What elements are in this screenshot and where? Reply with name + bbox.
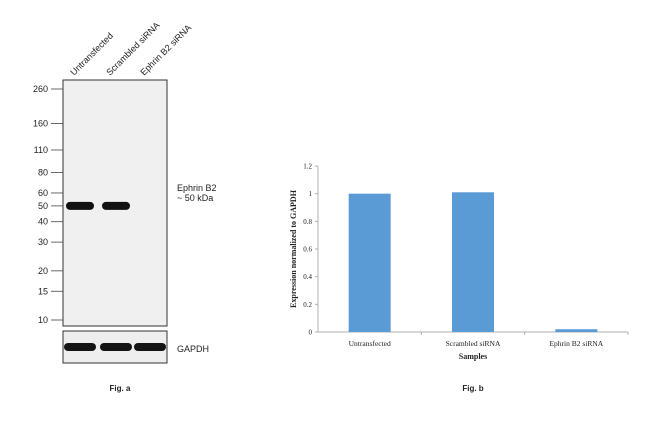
- y-tick-label: 0: [309, 329, 313, 337]
- y-tick-label: 0.2: [303, 301, 312, 309]
- gapdh-band: [100, 343, 132, 351]
- y-axis-label: Expression normalized to GAPDH: [289, 189, 298, 308]
- x-axis-label: Samples: [459, 352, 487, 361]
- y-tick-label: 1.2: [303, 163, 312, 171]
- ladder-label: 20: [38, 266, 48, 276]
- ladder-label: 160: [33, 118, 48, 128]
- y-axis-ticks: 0 0.2 0.4 0.6 0.8 1 1.2: [303, 163, 318, 337]
- gapdh-label: GAPDH: [177, 344, 209, 354]
- y-tick-label: 1: [309, 190, 313, 198]
- bar: [555, 329, 598, 332]
- ladder-label: 15: [38, 286, 48, 296]
- ephrin-bands: [66, 201, 130, 210]
- gapdh-bands: [64, 343, 166, 351]
- gapdh-band: [64, 343, 96, 351]
- ladder-label: 80: [38, 168, 48, 178]
- bar-chart: 0 0.2 0.4 0.6 0.8 1 1.2 Untransfected Scrambled…: [289, 163, 629, 393]
- ladder-label: 110: [34, 145, 48, 155]
- bar: [452, 192, 494, 332]
- ladder-label: 260: [33, 84, 48, 94]
- x-tick-label: Scrambled siRNA: [446, 339, 501, 348]
- fig-b-caption: Fig. b: [462, 384, 483, 393]
- ephrin-band: [102, 201, 130, 210]
- y-tick-label: 0.6: [303, 246, 312, 254]
- fig-a-caption: Fig. a: [110, 384, 131, 393]
- ephrin-band: [66, 201, 94, 210]
- gapdh-band: [134, 343, 166, 351]
- bar: [348, 193, 391, 332]
- bars: [348, 192, 598, 332]
- band-label-name: Ephrin B2: [177, 183, 217, 193]
- ladder-label: 50: [38, 201, 48, 211]
- ladder-label: 60: [38, 188, 48, 198]
- ladder-label: 10: [38, 315, 48, 325]
- x-axis-ticks: Untransfected Scrambled siRNA Ephrin B2 si…: [349, 332, 629, 348]
- ladder-label: 30: [38, 237, 48, 247]
- ladder-label: 40: [38, 217, 48, 227]
- y-tick-label: 0.8: [303, 218, 312, 226]
- y-tick-label: 0.4: [303, 273, 312, 281]
- x-tick-label: Ephrin B2 siRNA: [549, 339, 603, 348]
- x-tick-label: Untransfected: [349, 339, 391, 348]
- band-label-size: ~ 50 kDa: [177, 193, 213, 203]
- ladder: 260 160 110 80 60 50 40 30 20 15 10: [33, 84, 63, 325]
